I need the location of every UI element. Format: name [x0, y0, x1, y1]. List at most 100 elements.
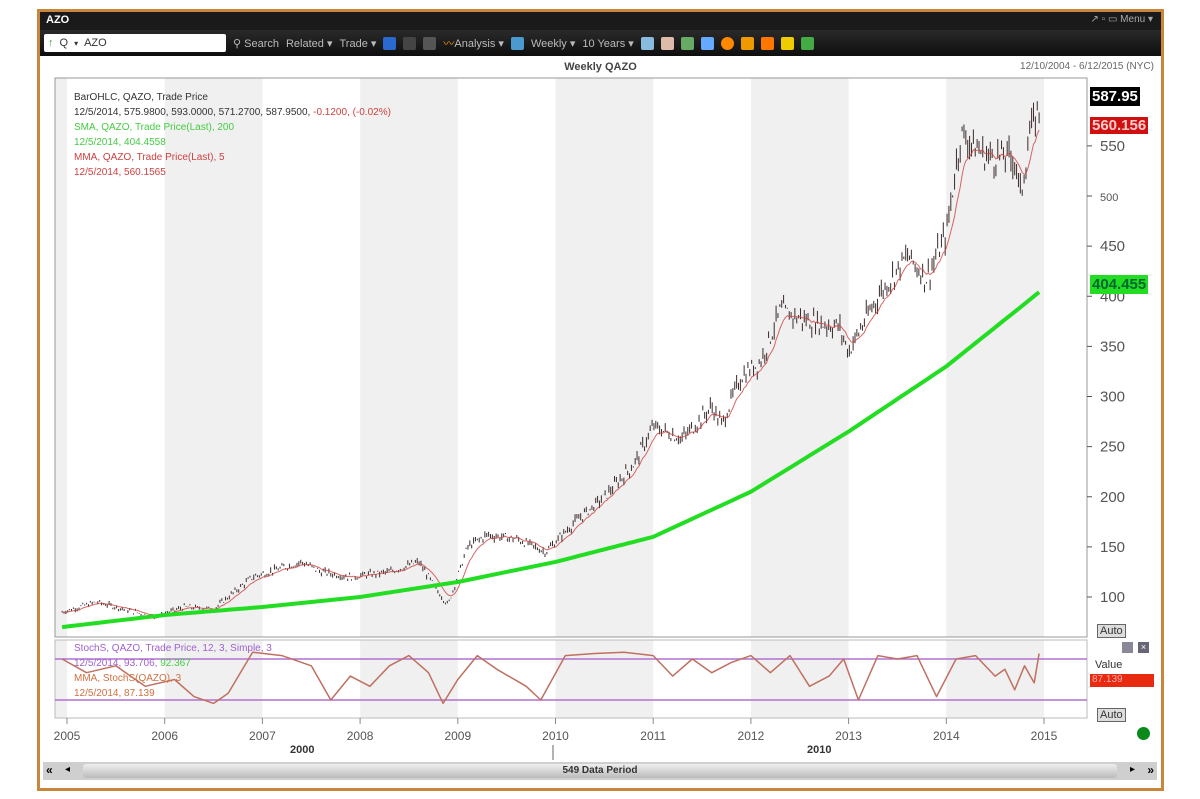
select-icon[interactable] [800, 36, 814, 50]
crosshair-icon[interactable] [680, 36, 694, 50]
y-tick-label: 250 [1100, 439, 1125, 456]
weekly-menu[interactable]: Weekly ▾ [530, 37, 576, 50]
stoch-mma-value: 12/5/2014, 87.139 [74, 688, 155, 699]
auto-scale-button[interactable]: Auto [1097, 624, 1126, 638]
year-band [750, 78, 849, 637]
search-button[interactable]: ⚲ Search [233, 37, 279, 50]
y-tick-label: 150 [1100, 539, 1125, 556]
x-tick-label: 2007 [249, 729, 276, 743]
scroll-next-button[interactable]: ▸ [1129, 764, 1135, 775]
zoom-out-icon[interactable] [740, 36, 754, 50]
mma-legend-title: MMA, QAZO, Trade Price(Last), 5 [74, 152, 225, 163]
year-band [55, 78, 67, 637]
year-band [55, 640, 67, 718]
x-tick-label: 2011 [640, 729, 666, 743]
x-tick-label: 2010 [542, 729, 569, 743]
value-label: Value [1095, 659, 1123, 671]
year-band [555, 640, 654, 718]
years-menu[interactable]: 10 Years ▾ [582, 37, 634, 50]
decade-label: 2000 [290, 744, 315, 756]
sma-legend-value: 12/5/2014, 404.4558 [74, 137, 166, 148]
folder-icon[interactable] [423, 36, 437, 50]
quote-type[interactable]: Q [59, 37, 69, 49]
x-tick-label: 2012 [738, 729, 765, 743]
y-tick-label: 500 [1100, 192, 1118, 204]
year-band [164, 78, 263, 637]
toolbar: ↑ Q ▾ AZO ⚲ Search Related ▾ Trade ▾ 〰An… [40, 30, 1161, 56]
sma-tag: 404.455 [1090, 275, 1149, 294]
stoch-value-tag: 87.139 [1090, 674, 1154, 687]
title-bar: AZO ↗ ▫ ▭ Menu ▾ [40, 12, 1161, 30]
close-panel-icon[interactable]: × [1138, 642, 1149, 653]
pin-icon: ↑ [48, 37, 54, 49]
template-icon[interactable] [660, 36, 674, 50]
chart-title: Weekly QAZO [564, 61, 637, 73]
status-icon [1137, 727, 1150, 740]
mma-legend-value: 12/5/2014, 560.1565 [74, 167, 166, 178]
y-tick-label: 300 [1100, 389, 1125, 406]
redo-icon[interactable] [403, 36, 417, 50]
x-tick-label: 2015 [1031, 729, 1058, 743]
scroll-last-button[interactable]: » [1147, 763, 1154, 777]
scale-icon[interactable] [760, 36, 774, 50]
scroll-first-button[interactable]: « [46, 763, 53, 777]
x-tick-label: 2014 [933, 729, 960, 743]
decade-label: 2010 [807, 744, 832, 756]
auto-scale-button-2[interactable]: Auto [1097, 708, 1126, 722]
sma-line [61, 290, 1041, 630]
stoch-legend-title: StochS, QAZO, Trade Price, 12, 3, Simple… [74, 643, 272, 654]
date-range: 12/10/2004 - 6/12/2015 (NYC) [1020, 61, 1154, 72]
window-controls[interactable]: ↗ ▫ ▭ Menu ▾ [1090, 14, 1153, 25]
y-tick-label: 550 [1100, 138, 1125, 155]
symbol-input[interactable]: ↑ Q ▾ AZO [44, 34, 226, 52]
x-tick-label: 2009 [444, 729, 471, 743]
analysis-label: Analysis ▾ [454, 38, 504, 50]
data-period-label: 549 Data Period [562, 765, 638, 776]
y-tick-label: 100 [1100, 589, 1125, 606]
x-tick-label: 2005 [54, 729, 81, 743]
symbol-value[interactable]: AZO [84, 37, 107, 49]
price-plot-border [54, 77, 1088, 638]
snapshot-icon[interactable] [700, 36, 714, 50]
minimize-panel-icon[interactable] [1122, 642, 1133, 653]
scroll-thumb[interactable]: 549 Data Period [83, 764, 1117, 778]
x-tick-label: 2006 [151, 729, 178, 743]
search-label: Search [244, 37, 279, 50]
zoom-in-icon[interactable] [720, 36, 734, 50]
scroll-prev-button[interactable]: ◂ [65, 764, 71, 775]
year-band [360, 640, 458, 718]
x-tick-label: 2013 [835, 729, 862, 743]
stoch-d-value: 92.367 [160, 658, 191, 669]
window-title: AZO [46, 14, 70, 26]
year-band [360, 78, 458, 637]
y-tick-label: 200 [1100, 489, 1125, 506]
bar-legend-title: BarOHLC, QAZO, Trade Price [74, 92, 208, 103]
ohlc-values: 12/5/2014, 575.9800, 593.0000, 571.2700,… [74, 107, 311, 118]
stoch-line [61, 651, 1040, 705]
fit-icon[interactable] [780, 36, 794, 50]
y-tick-label: 450 [1100, 238, 1125, 255]
chart-type-icon[interactable] [640, 36, 654, 50]
chevron-down-icon[interactable]: ▾ [74, 38, 79, 48]
analysis-menu[interactable]: 〰Analysis ▾ [443, 38, 504, 50]
year-band [555, 78, 654, 637]
stoch-legend-values: 12/5/2014, 93.706, 92.367 [74, 656, 191, 671]
stoch-mma-title: MMA, StochS(QAZO), 3 [74, 673, 182, 684]
sma-legend-title: SMA, QAZO, Trade Price(Last), 200 [74, 122, 235, 133]
related-menu[interactable]: Related ▾ [285, 37, 333, 50]
time-scrollbar[interactable]: « ◂ 549 Data Period ▸ » [43, 762, 1157, 780]
trade-menu[interactable]: Trade ▾ [339, 37, 377, 50]
y-tick-label: 350 [1100, 338, 1125, 355]
last-price-tag: 587.95 [1090, 87, 1140, 106]
year-band [750, 640, 849, 718]
x-tick-label: 2008 [347, 729, 374, 743]
year-band [946, 640, 1044, 718]
change-value: -0.1200, (-0.02%) [313, 107, 391, 118]
undo-icon[interactable] [383, 36, 397, 50]
stoch-values: 12/5/2014, 93.706, [74, 658, 158, 669]
mma-line [62, 129, 1040, 617]
mma-tag: 560.156 [1090, 117, 1149, 134]
year-band [164, 640, 263, 718]
studies-icon[interactable] [510, 36, 524, 50]
